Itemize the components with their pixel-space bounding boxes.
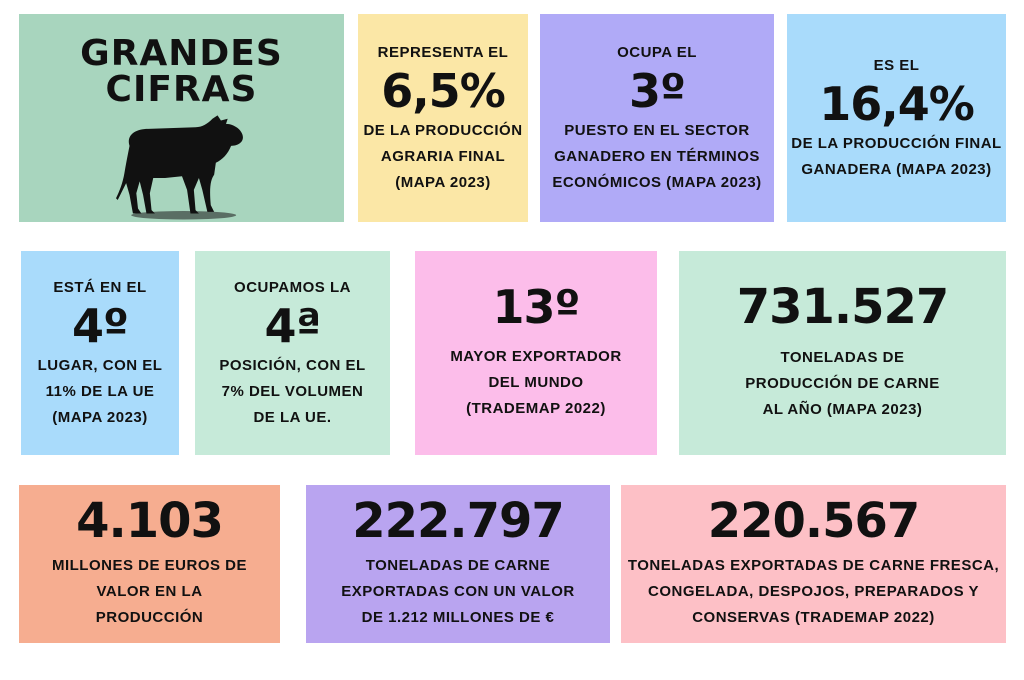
stat-value: 4.103 xyxy=(76,493,224,549)
stat-tile-7: 731.527 TONELADAS DE PRODUCCIÓN DE CARNE… xyxy=(679,251,1006,455)
stat-line: AGRARIA FINAL xyxy=(380,148,506,165)
stat-line: GANADERA (MAPA 2023) xyxy=(801,161,992,178)
stat-tile-2: OCUPA EL 3º PUESTO EN EL SECTOR GANADERO… xyxy=(540,14,774,222)
header-tile: GRANDES CIFRAS xyxy=(19,14,344,222)
stat-line: AL AÑO (MAPA 2023) xyxy=(762,401,923,418)
stat-tile-1: REPRESENTA EL 6,5% DE LA PRODUCCIÓN AGRA… xyxy=(358,14,528,222)
stat-line: PRODUCCIÓN DE CARNE xyxy=(745,375,940,392)
stat-value: 16,4% xyxy=(819,77,975,131)
stat-line: TONELADAS DE CARNE xyxy=(365,557,551,574)
stat-line: VALOR EN LA xyxy=(96,583,203,600)
stat-line: CONGELADA, DESPOJOS, PREPARADOS Y xyxy=(647,583,979,600)
stat-line: ECONÓMICOS (MAPA 2023) xyxy=(552,174,762,191)
stat-pre: REPRESENTA EL xyxy=(377,44,509,61)
stat-tile-5: OCUPAMOS LA 4ª POSICIÓN, CON EL 7% DEL V… xyxy=(195,251,390,455)
cow-icon xyxy=(115,115,243,220)
stat-line: (TRADEMAP 2022) xyxy=(466,400,606,417)
stat-value: 3º xyxy=(629,64,686,118)
stat-value: 4ª xyxy=(264,299,322,353)
stat-pre: ES EL xyxy=(873,57,920,74)
stat-line: DE LA PRODUCCIÓN xyxy=(363,122,523,139)
stat-tile-6: 13º MAYOR EXPORTADOR DEL MUNDO (TRADEMAP… xyxy=(415,251,657,455)
stat-value: 4º xyxy=(72,299,129,353)
stat-tile-4: ESTÁ EN EL 4º LUGAR, CON EL 11% DE LA UE… xyxy=(21,251,179,455)
stat-line: CONSERVAS (TRADEMAP 2022) xyxy=(692,609,935,626)
stat-line: PRODUCCIÓN xyxy=(95,609,204,626)
stat-value: 13º xyxy=(492,280,581,334)
stat-line: LUGAR, CON EL xyxy=(37,357,163,374)
stat-line: DE 1.212 MILLONES DE € xyxy=(361,609,555,626)
stat-line: DE LA UE. xyxy=(253,409,332,426)
stat-pre: OCUPA EL xyxy=(617,44,697,61)
stat-line: POSICIÓN, CON EL xyxy=(219,357,366,374)
stat-value: 731.527 xyxy=(736,279,950,335)
stat-line: TONELADAS EXPORTADAS DE CARNE FRESCA, xyxy=(627,557,1000,574)
stat-line: DE LA PRODUCCIÓN FINAL xyxy=(791,135,1002,152)
stat-tile-3: ES EL 16,4% DE LA PRODUCCIÓN FINAL GANAD… xyxy=(787,14,1006,222)
stat-line: EXPORTADAS CON UN VALOR xyxy=(341,583,575,600)
stat-line: MILLONES DE EUROS DE xyxy=(51,557,248,574)
stat-value: 220.567 xyxy=(707,493,921,549)
stat-line: MAYOR EXPORTADOR xyxy=(450,348,622,365)
stat-tile-9: 222.797 TONELADAS DE CARNE EXPORTADAS CO… xyxy=(306,485,610,643)
stat-line: PUESTO EN EL SECTOR xyxy=(564,122,750,139)
stat-tile-10: 220.567 TONELADAS EXPORTADAS DE CARNE FR… xyxy=(621,485,1006,643)
stat-line: (MAPA 2023) xyxy=(52,409,148,426)
stat-line: (MAPA 2023) xyxy=(395,174,491,191)
stat-pre: OCUPAMOS LA xyxy=(234,279,351,296)
stat-value: 6,5% xyxy=(381,64,506,118)
stat-pre: ESTÁ EN EL xyxy=(53,279,147,296)
stat-line: 11% DE LA UE xyxy=(45,383,155,400)
page-title: GRANDES CIFRAS xyxy=(80,33,283,110)
stat-line: TONELADAS DE xyxy=(780,349,905,366)
stat-line: 7% DEL VOLUMEN xyxy=(221,383,364,400)
stat-line: GANADERO EN TÉRMINOS xyxy=(554,148,760,165)
stat-value: 222.797 xyxy=(352,493,565,549)
stat-tile-8: 4.103 MILLONES DE EUROS DE VALOR EN LA P… xyxy=(19,485,280,643)
stat-line: DEL MUNDO xyxy=(488,374,584,391)
